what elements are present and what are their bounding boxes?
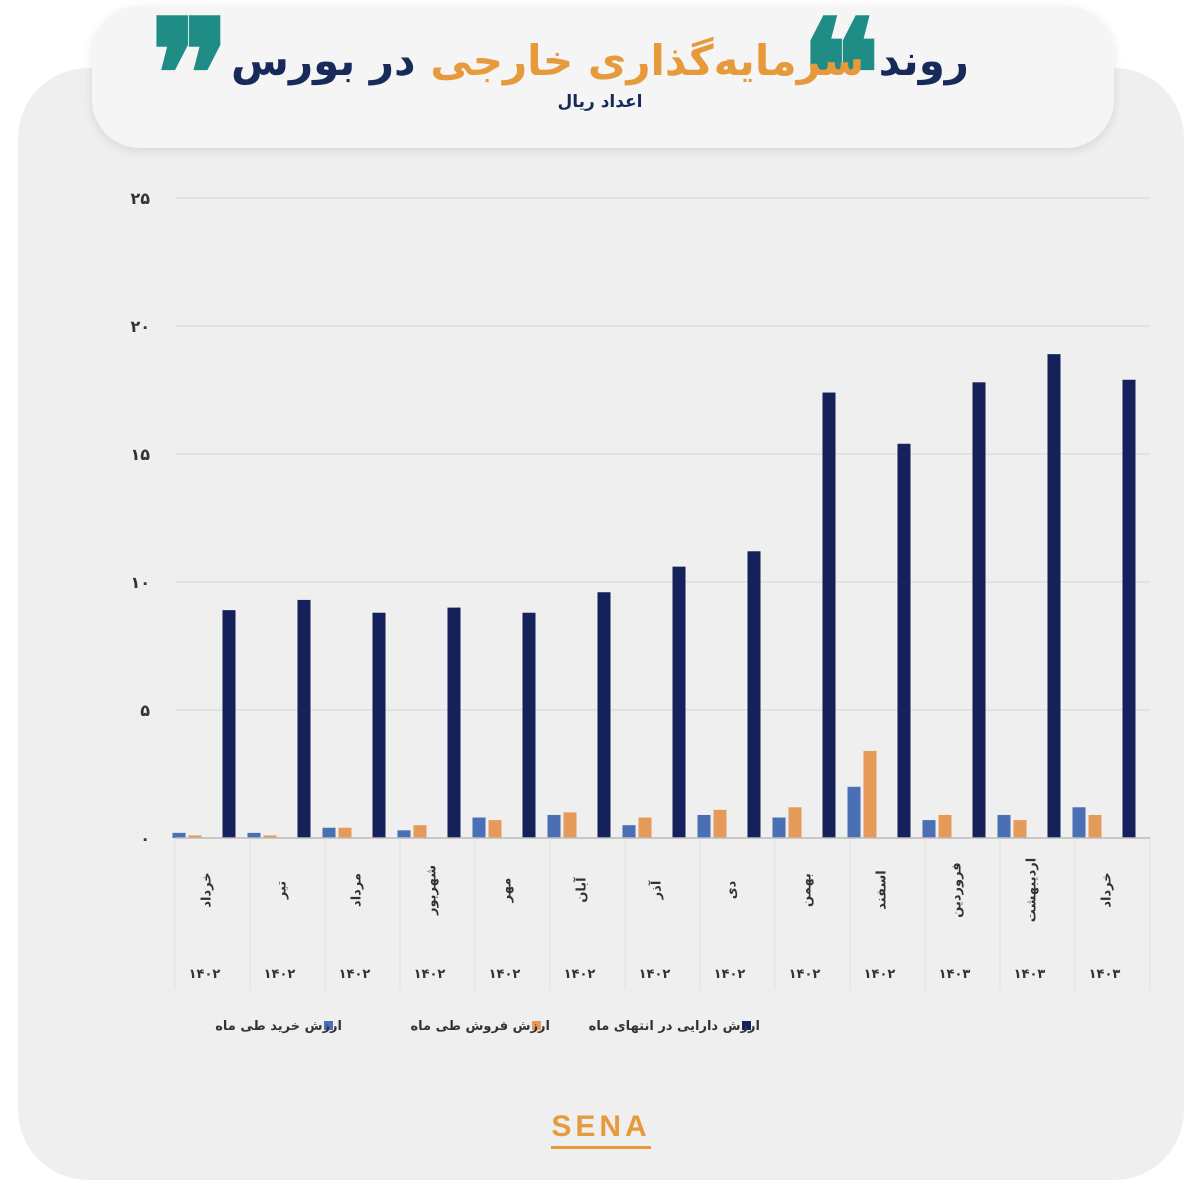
bar-0 <box>922 820 936 838</box>
bar-0 <box>622 825 636 838</box>
bar-1 <box>863 750 877 838</box>
x-tick-year: ۱۴۰۳ <box>939 967 971 982</box>
x-tick-label: خرداد <box>200 872 215 907</box>
bar-0 <box>547 814 561 838</box>
bar-1 <box>1013 820 1027 838</box>
bar-0 <box>697 814 711 838</box>
bar-1 <box>188 835 202 838</box>
title-part-2: در بورس <box>231 36 416 85</box>
logo-text: SENA <box>551 1110 651 1143</box>
bar-0 <box>772 817 786 838</box>
legend-label: ارزش خرید طی ماه <box>215 1019 342 1034</box>
legend-swatch <box>532 1021 541 1030</box>
bar-2 <box>822 392 836 838</box>
bar-0 <box>1072 807 1086 838</box>
bar-2 <box>897 443 911 838</box>
x-tick-year: ۱۴۰۳ <box>1089 967 1121 982</box>
y-tick-label: ۱۰ <box>130 573 150 592</box>
bar-2 <box>372 612 386 838</box>
bar-0 <box>322 827 336 838</box>
bar-0 <box>997 814 1011 838</box>
x-tick-year: ۱۴۰۳ <box>1014 967 1046 982</box>
x-tick-label: شهریور <box>425 865 440 916</box>
page-title: روند سرمایه‌گذاری خارجی در بورس <box>0 36 1200 85</box>
x-tick-label: آذر <box>648 880 665 900</box>
bar-1 <box>938 814 952 838</box>
open-quote-icon: ❞ <box>150 0 231 163</box>
title-accent: سرمایه‌گذاری خارجی <box>430 36 865 85</box>
chart-subtitle: اعداد ریال <box>557 92 643 112</box>
x-tick-year: ۱۴۰۲ <box>714 967 746 982</box>
x-tick-label: خرداد <box>1100 872 1115 907</box>
legend-swatch <box>324 1021 333 1030</box>
x-tick-year: ۱۴۰۲ <box>414 967 446 982</box>
bar-0 <box>847 786 861 838</box>
logo-underline <box>551 1146 651 1149</box>
bar-0 <box>172 832 186 838</box>
x-tick-label: مهر <box>500 878 515 904</box>
bar-1 <box>488 820 502 838</box>
legend-swatch <box>742 1021 751 1030</box>
y-tick-label: ۲۰ <box>130 317 150 336</box>
bar-2 <box>297 599 311 838</box>
y-tick-label: ۲۵ <box>130 189 150 208</box>
bar-2 <box>597 592 611 838</box>
bar-1 <box>713 809 727 838</box>
bar-1 <box>413 825 427 838</box>
bar-0 <box>397 830 411 838</box>
x-tick-label: تیر <box>275 881 290 900</box>
bar-2 <box>447 607 461 838</box>
bar-2 <box>522 612 536 838</box>
x-tick-label: اردیبهشت <box>1025 858 1040 922</box>
x-tick-label: اسفند <box>875 870 890 909</box>
x-tick-year: ۱۴۰۲ <box>564 967 596 982</box>
bar-2 <box>1122 379 1136 838</box>
bar-2 <box>1047 354 1061 838</box>
bar-0 <box>247 832 261 838</box>
bar-2 <box>672 566 686 838</box>
bar-2 <box>222 610 236 838</box>
y-tick-label: ۰ <box>140 829 150 848</box>
x-tick-year: ۱۴۰۲ <box>639 967 671 982</box>
bar-2 <box>972 382 986 838</box>
x-tick-year: ۱۴۰۲ <box>489 967 521 982</box>
title-part-1: روند <box>878 36 969 85</box>
y-tick-label: ۵ <box>140 701 150 720</box>
close-quote-icon: ❝ <box>800 0 881 163</box>
title-banner <box>92 6 1114 148</box>
x-tick-year: ۱۴۰۲ <box>264 967 296 982</box>
y-tick-label: ۱۵ <box>130 445 150 464</box>
sena-logo: SENA <box>546 1110 656 1160</box>
x-tick-year: ۱۴۰۲ <box>789 967 821 982</box>
bar-2 <box>747 551 761 838</box>
x-tick-label: مرداد <box>350 873 365 907</box>
x-tick-year: ۱۴۰۲ <box>864 967 896 982</box>
bar-1 <box>1088 814 1102 838</box>
x-tick-year: ۱۴۰۲ <box>189 967 221 982</box>
legend-label: ارزش فروش طی ماه <box>410 1019 550 1034</box>
x-tick-label: آبان <box>573 877 590 903</box>
bar-1 <box>338 827 352 838</box>
bar-1 <box>638 817 652 838</box>
legend-label: ارزش دارایی در انتهای ماه <box>589 1019 760 1034</box>
x-tick-label: فروردین <box>950 862 965 917</box>
x-tick-label: بهمن <box>800 873 815 907</box>
bar-1 <box>563 812 577 838</box>
bar-1 <box>263 835 277 838</box>
x-tick-label: دی <box>725 880 740 899</box>
bar-1 <box>788 807 802 838</box>
bar-0 <box>472 817 486 838</box>
x-tick-year: ۱۴۰۲ <box>339 967 371 982</box>
